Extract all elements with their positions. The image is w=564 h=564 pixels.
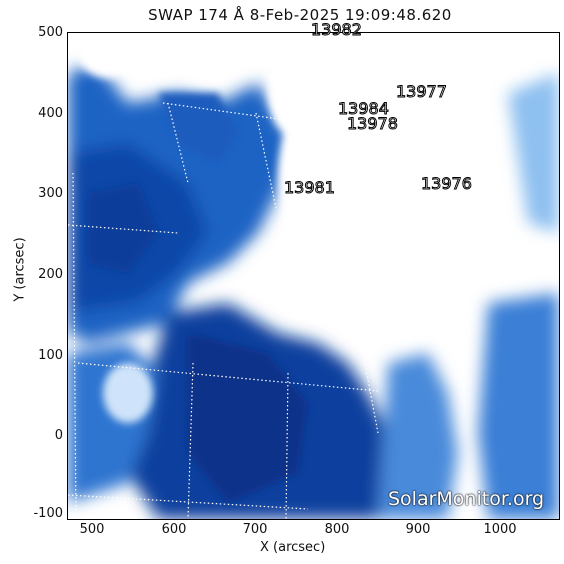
x-tick: 800 (324, 522, 350, 537)
image-title: SWAP 174 Å 8-Feb-2025 19:09:48.620 (148, 6, 452, 24)
y-tick: 400 (38, 106, 63, 121)
y-tick: 500 (38, 25, 63, 40)
active-region-label: 13981 (284, 178, 336, 198)
x-tick: 500 (79, 522, 105, 537)
x-tick: 600 (161, 522, 187, 537)
active-region-label: 13976 (421, 174, 473, 194)
y-tick: 100 (38, 348, 63, 363)
x-tick: 700 (242, 522, 268, 537)
solar-image-plot (67, 32, 560, 520)
active-region-label: 13984 (338, 99, 390, 119)
watermark: SolarMonitor.org (388, 488, 545, 510)
x-tick: 1000 (483, 522, 517, 537)
y-tick: 200 (38, 267, 63, 282)
active-region-label: 13978 (347, 114, 399, 134)
x-axis-label: X (arcsec) (260, 540, 326, 555)
x-tick: 900 (405, 522, 431, 537)
euv-image (68, 33, 559, 519)
y-axis-label: Y (arcsec) (12, 237, 28, 302)
y-tick: 0 (54, 428, 63, 443)
active-region-label: 13977 (396, 82, 448, 102)
y-tick: 300 (38, 186, 63, 201)
y-tick: -100 (33, 506, 63, 521)
active-region-label: 13982 (311, 20, 363, 40)
